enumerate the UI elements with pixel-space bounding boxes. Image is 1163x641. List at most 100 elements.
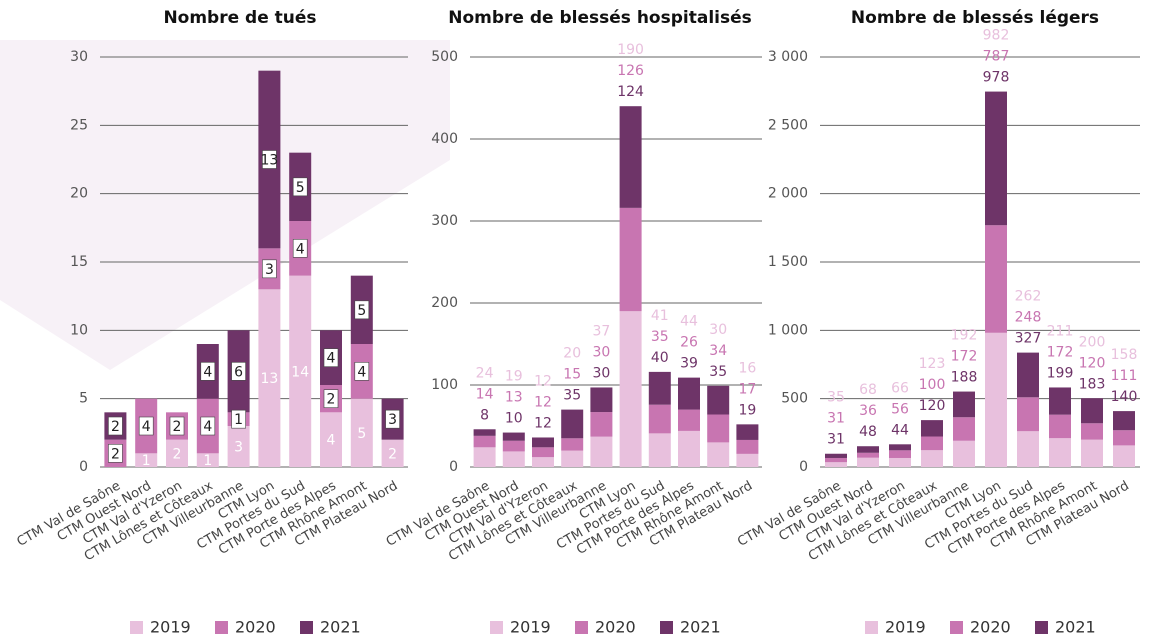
label-box: [138, 416, 154, 436]
legend-swatch: [215, 621, 228, 634]
data-label: 31: [827, 432, 845, 448]
data-label: 30: [709, 322, 727, 338]
data-label: 35: [563, 388, 581, 404]
bar-segment: [381, 439, 404, 467]
data-label: 48: [859, 424, 877, 440]
bar-segment: [921, 450, 943, 467]
legend-label: 2019: [150, 618, 191, 637]
label-box: [323, 389, 339, 408]
bar-segment: [619, 207, 642, 312]
label-box: [292, 239, 308, 258]
data-label: 1: [203, 453, 212, 469]
data-label: 1: [142, 453, 151, 469]
bar-segment: [227, 426, 250, 467]
data-label: 35: [651, 329, 669, 345]
bar-segment: [196, 453, 219, 467]
bar-segment: [889, 457, 911, 467]
y-tick-label: 30: [70, 49, 88, 65]
bar-segment: [648, 404, 671, 434]
data-label: 4: [327, 351, 336, 367]
bar-segment: [707, 442, 730, 467]
data-label: 787: [983, 49, 1010, 65]
data-label: 120: [919, 398, 946, 414]
legend-swatch: [130, 621, 143, 634]
background-shape: [0, 40, 450, 370]
data-label: 158: [1111, 347, 1138, 363]
bar-segment: [857, 452, 879, 458]
data-label: 140: [1111, 389, 1138, 405]
bar-segment: [1081, 423, 1103, 440]
bar-segment: [953, 391, 975, 418]
label-box: [354, 300, 370, 320]
label-box: [200, 362, 216, 381]
bar-segment: [985, 91, 1007, 226]
data-label: 56: [891, 401, 909, 417]
legend-swatch: [865, 621, 878, 634]
data-label: 68: [859, 382, 877, 398]
label-box: [354, 362, 370, 381]
data-label: 14: [291, 364, 309, 380]
bar-segment: [1113, 445, 1135, 467]
bar-segment: [1081, 439, 1103, 467]
data-label: 120: [1079, 355, 1106, 371]
data-label: 327: [1015, 331, 1042, 347]
bar-segment: [678, 409, 700, 431]
data-label: 4: [203, 364, 212, 380]
chart-title: Nombre de blessés légers: [851, 8, 1099, 28]
data-label: 248: [1015, 310, 1042, 326]
bar-segment: [532, 457, 554, 467]
data-label: 5: [296, 180, 305, 196]
bar-segment: [289, 275, 312, 467]
data-label: 5: [357, 303, 366, 319]
legend-label: 2021: [320, 618, 361, 637]
bar-segment: [736, 439, 759, 454]
data-label: 13: [260, 371, 278, 387]
bar-segment: [1113, 411, 1135, 431]
data-label: 2: [327, 392, 336, 408]
bar-segment: [889, 444, 911, 451]
data-label: 41: [651, 308, 669, 324]
bar-segment: [590, 436, 613, 467]
bar-segment: [258, 289, 281, 467]
bar-segment: [561, 409, 584, 439]
data-label: 30: [592, 365, 610, 381]
data-label: 15: [563, 367, 581, 383]
y-tick-label: 20: [70, 186, 88, 202]
data-label: 6: [234, 364, 243, 380]
y-tick-label: 300: [431, 213, 458, 229]
bar-segment: [532, 437, 554, 448]
data-label: 13: [260, 153, 278, 169]
data-label: 44: [891, 422, 909, 438]
label-box: [262, 150, 277, 169]
data-label: 20: [563, 346, 581, 362]
data-label: 126: [617, 63, 644, 79]
chart-title: Nombre de tués: [163, 8, 316, 28]
legend-label: 2021: [680, 618, 721, 637]
data-label: 10: [505, 411, 523, 427]
bar-segment: [1049, 438, 1071, 467]
label-box: [262, 259, 277, 279]
data-label: 24: [476, 365, 494, 381]
data-label: 8: [480, 407, 489, 423]
bar-segment: [985, 225, 1007, 333]
data-label: 12: [534, 394, 552, 410]
data-label: 12: [534, 373, 552, 389]
data-label: 40: [651, 350, 669, 366]
label-box: [292, 177, 308, 197]
data-label: 34: [709, 343, 727, 359]
bar-segment: [736, 424, 759, 440]
data-label: 978: [983, 70, 1010, 86]
y-tick-label: 25: [70, 117, 88, 133]
bar-segment: [473, 435, 496, 448]
bar-segment: [825, 453, 847, 458]
data-label: 12: [534, 415, 552, 431]
legend-swatch: [1035, 621, 1048, 634]
data-label: 66: [891, 380, 909, 396]
data-label: 3: [265, 262, 274, 278]
data-label: 1: [234, 412, 243, 428]
bar-segment: [1113, 430, 1135, 446]
y-tick-label: 500: [431, 49, 458, 65]
bar-segment: [502, 432, 525, 441]
bar-segment: [857, 446, 879, 453]
